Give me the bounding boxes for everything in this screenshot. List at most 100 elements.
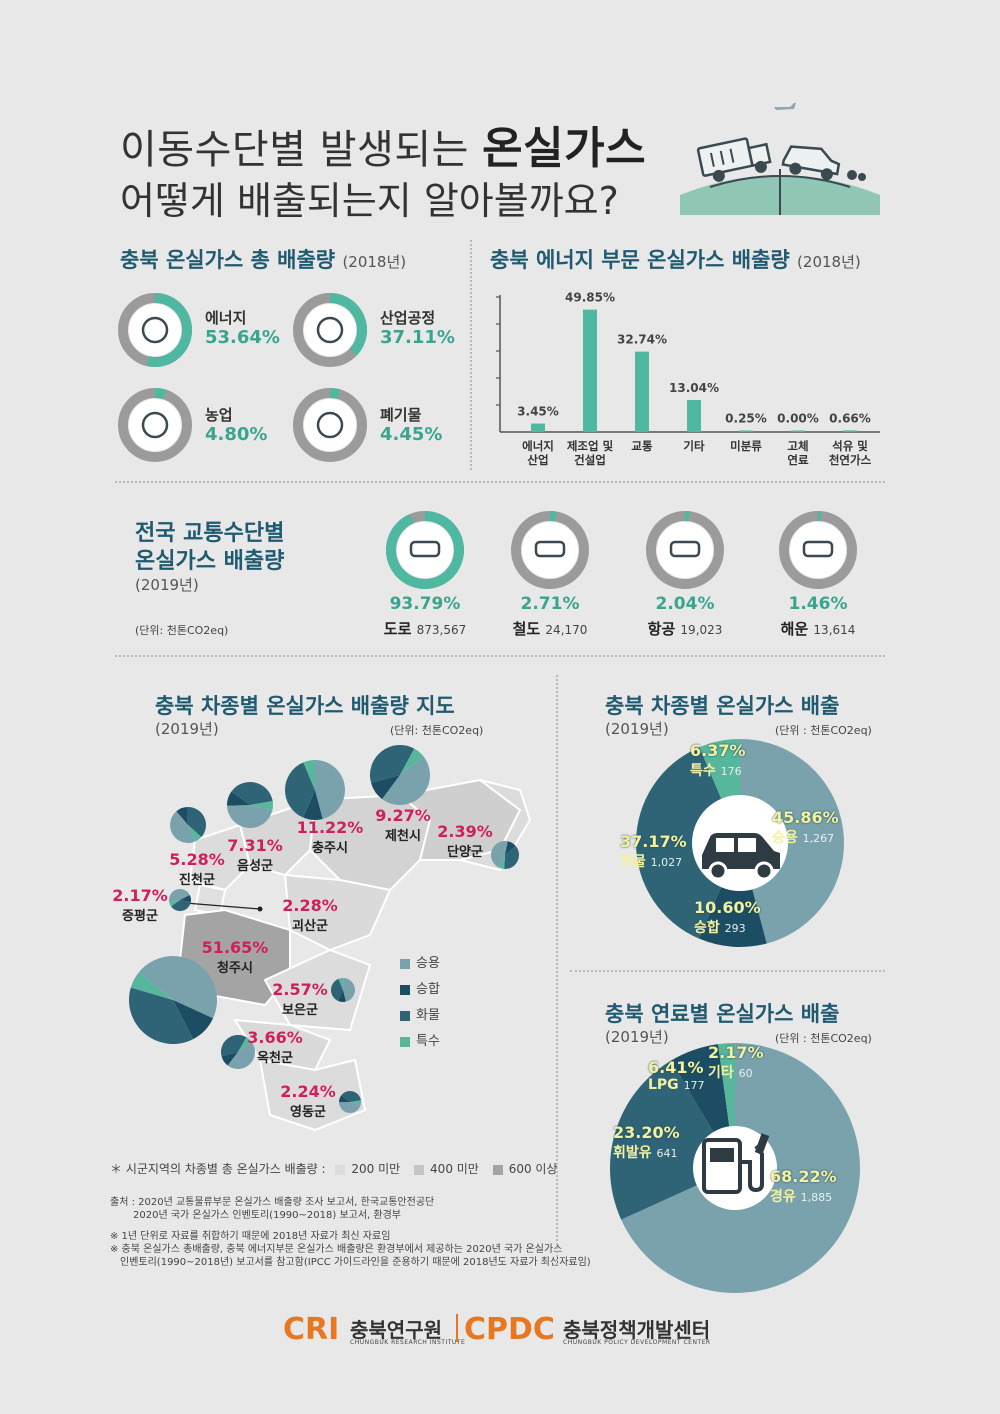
map-label-chungju: 11.22% 충주시 [296,818,364,856]
vehicle-label-sedan: 45.86% 승용 1,267 [772,808,839,846]
map-title: 충북 차종별 온실가스 배출량 지도 [155,694,455,718]
map-pie-slice [505,841,516,855]
ring-1 [118,293,192,367]
source-note-2: 2020년 국가 온실가스 인벤토리(1990~2018) 보고서, 환경부 [133,1210,402,1221]
map-pie-slice [231,782,273,805]
fuel-label-gasoline: 23.20% 휘발유 641 [613,1123,680,1161]
vehicle-label-van: 10.60% 승합 293 [694,898,761,936]
bar [739,430,753,432]
bar-value-label: 0.25% [725,412,767,426]
ring-3 [118,388,192,462]
divider [570,970,885,972]
map-label-jeungpyeong: 2.17% 증평군 [112,886,168,924]
map-pie-slice [130,972,173,1000]
map-pie-slice [187,807,206,837]
ring-label-waste: 폐기물 [380,406,422,424]
map-pie-slice [238,1037,252,1052]
bar-category-label: 미분류 [730,439,762,453]
mode-rail: 철도 24,170 [512,620,588,638]
bar-category-label: 연료 [787,453,809,467]
bar-category-label: 건설업 [574,453,606,467]
map-pie-slice [173,1000,214,1040]
ring-value-waste: 4.45% [380,424,443,445]
mode-pct-sea: 1.46% [788,594,848,614]
map-label-danyang: 2.39% 단양군 [437,822,493,860]
map-pie-slice [338,978,344,990]
national-transport-title-2: 온실가스 배출량 [135,549,285,574]
fuel-type-pie [610,1043,860,1293]
map-pie-slice [350,1100,361,1105]
cri-name: 충북연구원 [350,1318,442,1342]
map-pie-slice [382,756,431,806]
bar [583,309,597,432]
page-title-line2: 어떻게 배출되는지 알아볼까요? [120,179,619,223]
transport-ring-2 [511,511,589,589]
map-pie-slice [330,978,343,1001]
map-region-pie [221,1035,256,1070]
bar-value-label: 32.74% [617,333,667,347]
source-note-1: 출처 : 2020년 교통물류부문 온실가스 배출량 조사 보고서, 한국교통안… [110,1197,435,1208]
donut-slice [740,739,845,944]
vehicle-type-donut [636,739,845,947]
map-pie-slice [303,760,315,790]
chungbuk-map [129,745,532,1132]
map-region-pie [169,889,191,911]
map-label-jecheon: 9.27% 제천시 [375,806,431,844]
map-pie-slice [188,825,202,842]
bar [687,399,701,432]
ring-value-arc [329,388,341,400]
vehicle-type-unit: (단위 : 천톤CO2eq) [775,724,872,737]
cri-logo: CRI [283,1312,340,1347]
total-emission-title: 충북 온실가스 총 배출량 (2018년) [120,248,407,272]
fuel-pump-icon [702,1133,770,1194]
donut-slice [636,747,740,939]
map-pie-slice [303,790,323,820]
ring-value-industry: 37.11% [380,327,455,348]
fuel-label-other: 2.17% 기타 60 [708,1043,764,1081]
map-pie-slice [176,807,188,825]
cpdc-logo: CPDC [464,1312,555,1347]
ring-label-agriculture: 농업 [205,406,233,424]
bar-value-label: 13.04% [669,381,719,395]
mode-sea: 해운 13,614 [780,620,856,638]
map-pie-slice [339,1095,350,1103]
transport-ring-3 [646,511,724,589]
map-pie-slice [169,889,190,903]
map-pie-slice [339,1102,361,1114]
map-label-eumseong: 7.31% 음성군 [227,836,283,874]
vehicle-type-year: (2019년) [605,720,669,738]
mode-pct-air: 2.04% [655,594,715,614]
map-label-yeongdong: 2.24% 영동군 [280,1082,336,1120]
train-icon [522,522,578,578]
map-pie-slice [171,900,191,911]
factory-icon [304,304,356,356]
note-1: ※ 1년 단위로 자료를 취합하기 때문에 2018년 자료가 최신 자료임 [110,1231,391,1242]
bar-value-label: 0.00% [777,412,819,426]
fuel-label-diesel: 68.22% 경유 1,885 [770,1167,837,1205]
map-region-pie [491,841,519,869]
divider [470,240,472,470]
page-title-line1: 이동수단별 발생되는 온실가스 [120,123,647,174]
bar-category-label: 산업 [527,453,548,467]
car-icon [702,833,780,881]
energy-icon [129,304,181,356]
mode-pct-road: 93.79% [389,594,461,614]
note-2a: ※ 충북 온실가스 총배출량, 충북 에너지부문 온실가스 배출량은 환경부에서… [110,1244,563,1255]
national-transport-unit: (단위: 천톤CO2eq) [135,624,229,637]
map-pie-slice [285,762,315,818]
map-pie-slice [498,855,505,869]
map-pie-slice [250,801,273,811]
truck-illustration-icon [696,137,772,182]
map-label-boeun: 2.57% 보은군 [272,980,328,1018]
ring-2 [293,293,367,367]
vehicle-type-title: 충북 차종별 온실가스 배출 [605,694,840,718]
map-region-pie [285,760,345,820]
ring-4 [293,388,367,462]
bar [843,430,857,432]
bar-category-label: 에너지 [522,439,554,453]
map-region-boeun [263,948,372,1032]
ring-label-industry: 산업공정 [380,309,436,327]
map-pie-slice [504,845,519,869]
plant-bowl-icon [129,399,181,451]
map-region-pie [339,1091,361,1114]
